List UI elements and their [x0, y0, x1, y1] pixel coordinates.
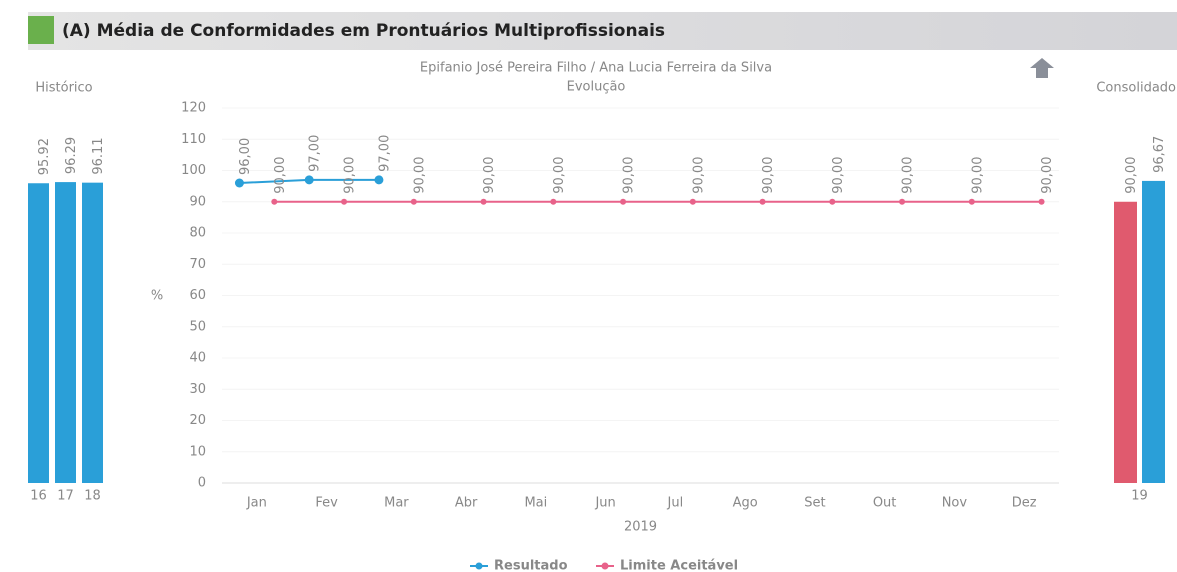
value-label: 90,00	[343, 157, 358, 194]
bar	[28, 183, 49, 483]
value-label: 90,00	[412, 157, 427, 194]
x-tick-label: 17	[57, 489, 74, 504]
y-tick-label: 60	[189, 288, 206, 303]
point	[759, 198, 766, 205]
x-tick-label: 16	[30, 489, 47, 504]
x-tick-label: Jul	[667, 496, 684, 511]
header-bar	[28, 12, 1177, 50]
x-tick-label: Jan	[246, 496, 267, 511]
value-label: 96,67	[1152, 136, 1167, 173]
y-tick-label: 100	[181, 163, 206, 178]
point	[304, 175, 314, 185]
y-axis-label: %	[151, 289, 163, 304]
value-label: 96.11	[91, 137, 106, 174]
value-label: 96.29	[64, 137, 79, 174]
legend-marker	[601, 562, 609, 570]
point	[410, 198, 417, 205]
point	[271, 198, 278, 205]
header-title: (A) Média de Conformidades em Prontuário…	[62, 21, 665, 41]
point	[550, 198, 557, 205]
y-tick-label: 90	[189, 194, 206, 209]
header-icon	[28, 16, 54, 44]
y-tick-label: 80	[189, 226, 206, 241]
value-label: 90,00	[901, 157, 916, 194]
point	[480, 198, 487, 205]
chart-title: Epifanio José Pereira Filho / Ana Lucia …	[420, 61, 772, 76]
y-tick-label: 10	[189, 444, 206, 459]
value-label: 95.92	[37, 138, 52, 175]
point	[341, 198, 348, 205]
up-arrow-icon[interactable]	[1030, 58, 1054, 78]
value-label: 90,00	[552, 157, 567, 194]
value-label: 97,00	[308, 135, 323, 172]
chart-title: Histórico	[35, 81, 92, 96]
y-tick-label: 0	[198, 476, 206, 491]
x-tick-label: Nov	[942, 496, 968, 511]
bar	[1142, 180, 1165, 483]
legend-label: Limite Aceitável	[620, 559, 738, 572]
legend-marker	[475, 562, 483, 570]
x-axis-label: 2019	[624, 520, 657, 535]
value-label: 90,00	[273, 157, 288, 194]
y-tick-label: 120	[181, 101, 206, 116]
value-label: 90,00	[622, 157, 637, 194]
x-tick-label: Dez	[1012, 496, 1037, 511]
value-label: 90,00	[1124, 157, 1139, 194]
y-tick-label: 20	[189, 413, 206, 428]
y-tick-label: 30	[189, 382, 206, 397]
x-tick-label: Out	[873, 496, 897, 511]
x-tick-label: 18	[84, 489, 101, 504]
value-label: 90,00	[831, 157, 846, 194]
x-tick-label: Jun	[594, 496, 615, 511]
point	[968, 198, 975, 205]
value-label: 90,00	[761, 157, 776, 194]
x-tick-label: Set	[804, 496, 825, 511]
point	[620, 198, 627, 205]
x-tick-label: Mar	[384, 496, 409, 511]
value-label: 90,00	[691, 157, 706, 194]
bar	[55, 182, 76, 483]
bar	[82, 182, 103, 483]
y-tick-label: 40	[189, 351, 206, 366]
x-tick-label: Ago	[733, 496, 758, 511]
bar	[1114, 201, 1137, 483]
point	[689, 198, 696, 205]
y-tick-label: 110	[181, 132, 206, 147]
value-label: 90,00	[482, 157, 497, 194]
point	[374, 175, 384, 185]
value-label: 96,00	[238, 138, 253, 175]
value-label: 97,00	[377, 135, 392, 172]
point	[234, 178, 244, 188]
value-label: 90,00	[1040, 157, 1055, 194]
point	[829, 198, 836, 205]
x-tick-label: Fev	[315, 496, 338, 511]
y-tick-label: 50	[189, 319, 206, 334]
point	[899, 198, 906, 205]
point	[1038, 198, 1045, 205]
legend-label: Resultado	[494, 559, 568, 572]
x-tick-label: 19	[1131, 489, 1148, 504]
x-tick-label: Abr	[455, 496, 478, 511]
y-tick-label: 70	[189, 257, 206, 272]
x-tick-label: Mai	[524, 496, 547, 511]
value-label: 90,00	[970, 157, 985, 194]
chart-title: Consolidado	[1096, 81, 1176, 96]
chart-subtitle: Evolução	[567, 80, 626, 95]
